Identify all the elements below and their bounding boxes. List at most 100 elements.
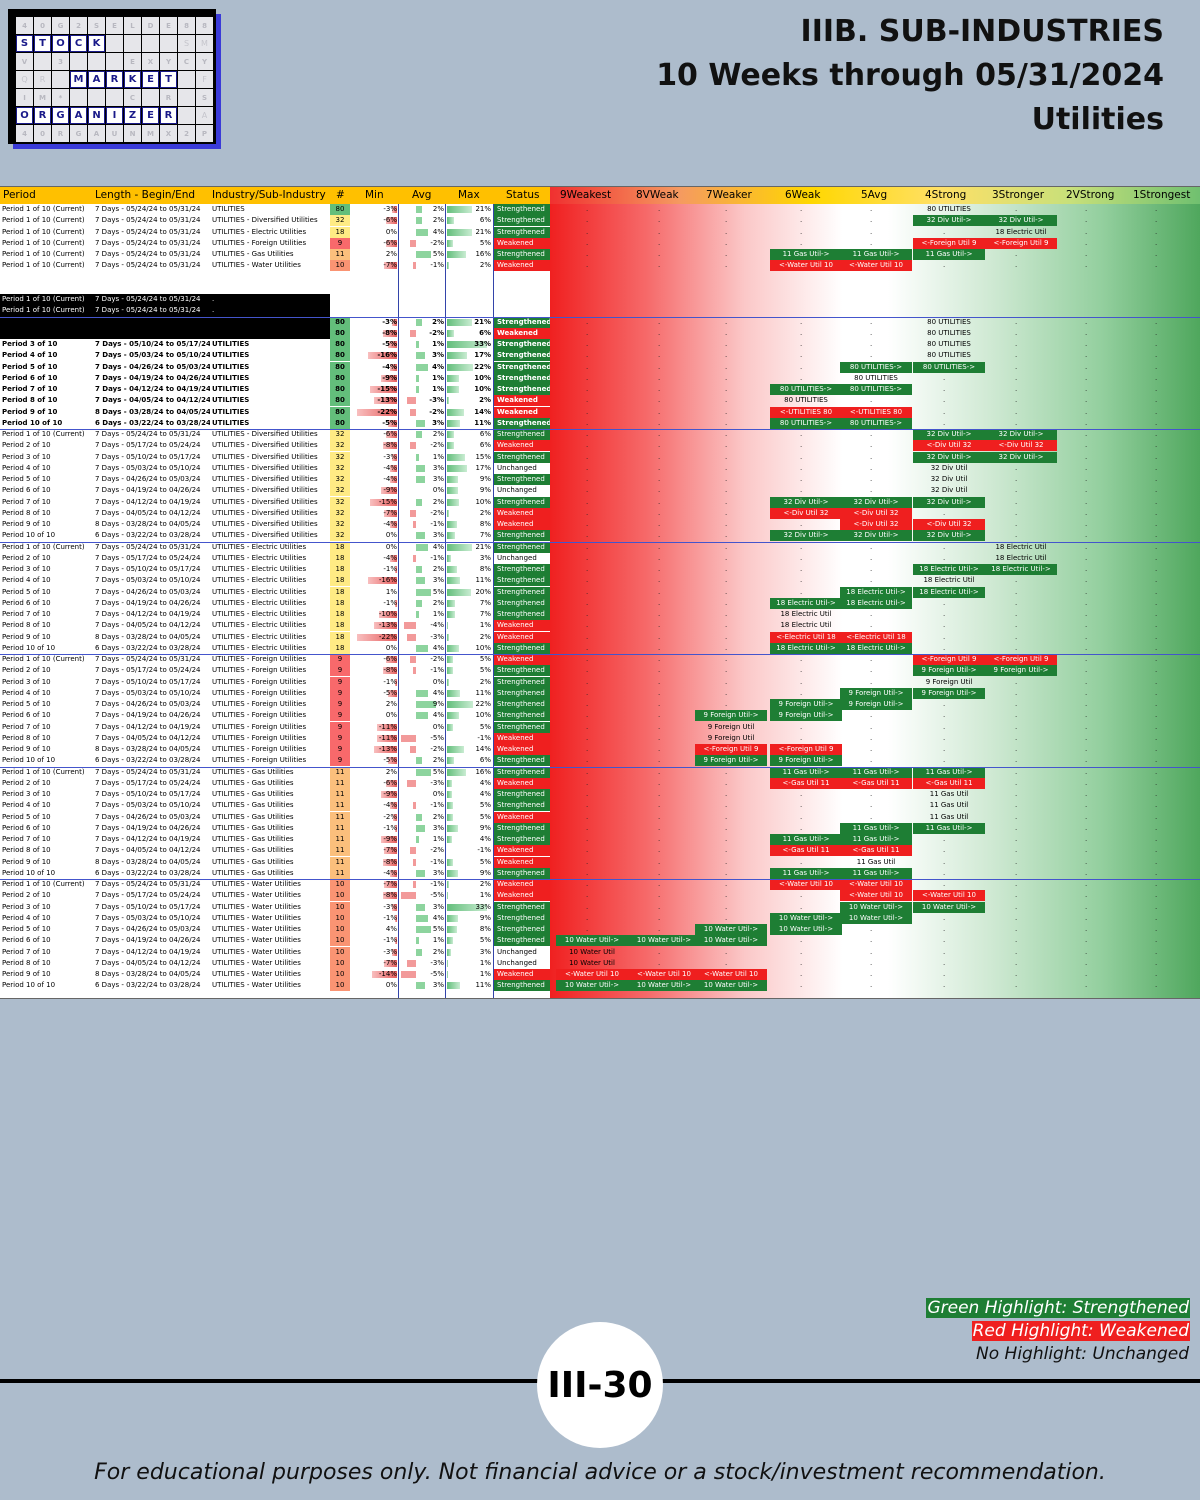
cell-min: -6% [383,216,397,225]
rank-placeholder-dot: . [1085,250,1088,258]
cell-max: 4% [479,835,491,843]
rank-placeholder-dot: . [725,700,728,708]
rank-placeholder-dot: . [1085,722,1088,731]
rank-placeholder-dot: . [870,655,873,663]
rank-tag: 10 Water Util-> [840,912,912,924]
rank-tag: <-Water Util 10 [770,879,842,890]
cell-count: 32 [330,215,350,227]
cell-status: Strengthened [494,699,550,710]
cell-max: 33% [474,340,491,348]
cell-status: Strengthened [494,496,550,508]
max-bar [447,644,459,652]
rank-placeholder-dot: . [1155,756,1158,765]
rank-placeholder-dot: . [1085,205,1088,213]
cell-period: Period 10 of 10 [2,418,63,427]
cell-length: 7 Days - 05/24/24 to 05/31/24 [95,430,201,438]
rank-placeholder-dot: . [1085,857,1088,866]
rank-placeholder-dot: . [725,767,728,776]
cell-length: 7 Days - 05/03/24 to 05/10/24 [95,688,201,697]
avg-bar [416,464,425,472]
logo-word-letter: E [142,107,159,124]
logo-filler-letter: X [160,125,177,142]
cell-length: 7 Days - 05/24/24 to 05/31/24 [95,216,201,225]
max-bar [447,926,457,933]
rank-placeholder-dot: . [1155,868,1158,877]
max-bar [447,397,450,405]
cell-length: 7 Days - 05/24/24 to 05/31/24 [95,295,201,303]
cell-max: 14% [475,745,491,753]
rank-placeholder-dot: . [1155,981,1158,990]
table-row: Period 2 of 10 7 Days - 05/17/24 to 05/24… [0,890,1200,902]
rank-placeholder-dot: . [943,621,946,630]
rank-tag: 9 Foreign Util-> [913,665,985,677]
rank-placeholder-dot: . [658,632,661,641]
cell-max: 2% [479,677,491,686]
rank-placeholder-dot: . [1085,711,1088,720]
rank-placeholder-dot: . [1085,767,1088,776]
rank-placeholder-dot: . [658,610,661,618]
rank-placeholder-dot: . [1015,531,1018,540]
cell-industry: UTILITIES - Diversified Utilities [212,441,318,450]
logo-filler-letter: 0 [34,125,51,142]
rank-placeholder-dot: . [1085,778,1088,787]
max-bar [447,802,453,810]
cell-avg: 4% [432,711,444,720]
rank-placeholder-dot: . [725,666,728,675]
cell-length: 7 Days - 05/10/24 to 05/17/24 [95,565,201,573]
table-row: Period 1 of 10 (Current) 7 Days - 05/24/2… [0,237,1200,249]
rank-placeholder-dot: . [800,666,803,675]
cell-period: Period 1 of 10 (Current) [2,767,85,776]
cell-industry: UTILITIES - Electric Utilities [212,587,307,596]
cell-length: 8 Days - 03/28/24 to 04/05/24 [95,520,201,528]
rank-placeholder-dot: . [586,373,589,382]
rank-placeholder-dot: . [800,812,803,821]
max-bar [447,656,453,663]
cell-period: Period 1 of 10 (Current) [2,261,85,270]
cell-period: Period 4 of 10 [2,463,51,472]
rank-tag: 10 Water Util-> [695,924,767,935]
cell-industry: UTILITIES - Foreign Utilities [212,722,307,731]
logo-word-letter: S [16,35,33,52]
rank-placeholder-dot: . [658,205,661,213]
rank-tag: 11 Gas Util-> [840,822,912,834]
rank-tag: 32 Div Util-> [840,496,912,508]
cell-min: -15% [377,385,397,393]
min-bar [391,903,397,911]
rank-placeholder-dot: . [1155,891,1158,900]
cell-period: Period 1 of 10 (Current) [2,880,85,888]
table-row: Period 4 of 10 7 Days - 05/03/24 to 05/10… [0,462,1200,474]
table-row: Period 2 of 10 7 Days - 05/17/24 to 05/24… [0,552,1200,564]
rank-placeholder-dot: . [725,250,728,258]
rank-tag: <-Foreign Util 9 [695,744,767,755]
rank-placeholder-dot: . [725,418,728,427]
cell-industry: UTILITIES - Foreign Utilities [212,733,307,742]
rank-placeholder-dot: . [586,880,589,888]
rank-placeholder-dot: . [1155,486,1158,495]
rank-placeholder-dot: . [800,958,803,967]
cell-length: 7 Days - 05/24/24 to 05/31/24 [95,306,201,315]
cell-count: 11 [330,789,350,800]
rank-placeholder-dot: . [586,767,589,776]
rank-placeholder-dot: . [1155,565,1158,573]
rank-placeholder-dot: . [586,486,589,495]
logo-word-letter: A [70,107,87,124]
avg-bar [416,251,431,258]
rank-placeholder-dot: . [586,250,589,258]
rank-placeholder-dot: . [1015,745,1018,753]
cell-length: 7 Days - 04/19/24 to 04/26/24 [95,711,201,720]
cell-industry: UTILITIES - Gas Utilities [212,812,294,821]
rank-placeholder-dot: . [658,373,661,382]
header-status: Status [506,189,540,201]
cell-period: Period 7 of 10 [2,610,51,618]
rank-placeholder-dot: . [1015,857,1018,866]
cell-length: 7 Days - 05/24/24 to 05/31/24 [95,542,201,551]
avg-bar [410,329,416,337]
logo-filler-letter [70,89,87,106]
rank-placeholder-dot: . [1155,373,1158,382]
rank-tag: 11 Gas Util-> [840,249,912,260]
rank-placeholder-dot: . [586,328,589,337]
logo-word-letter: K [124,71,141,88]
logo-filler-letter: 2 [178,125,195,142]
rank-tag: 18 Electric Util-> [913,586,985,598]
rank-placeholder-dot: . [586,441,589,450]
